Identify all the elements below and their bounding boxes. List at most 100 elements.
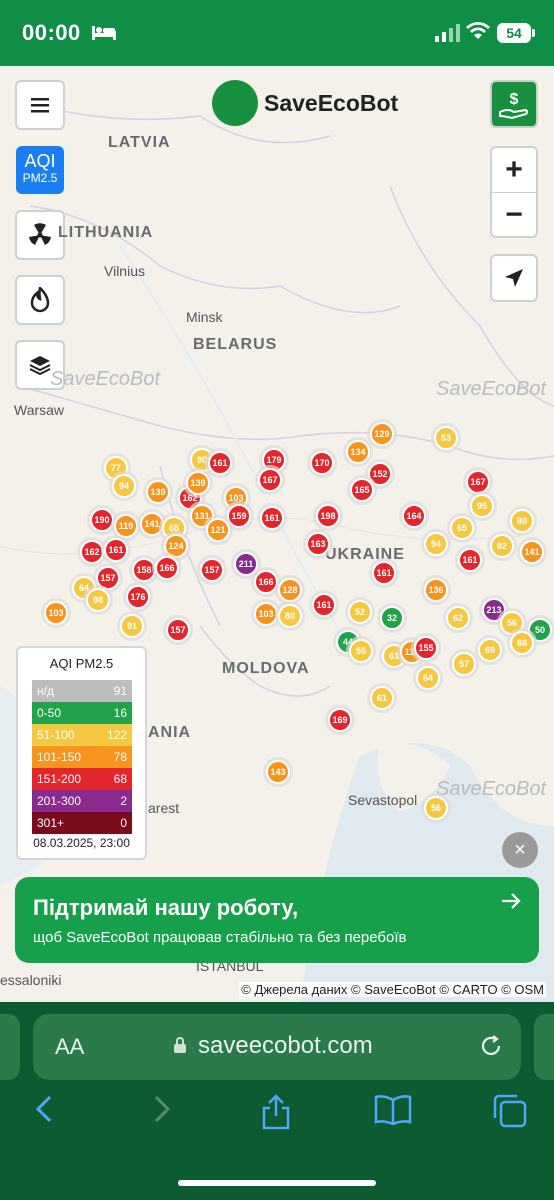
aqi-marker[interactable]: 161: [458, 548, 482, 572]
aqi-marker[interactable]: 164: [402, 504, 426, 528]
aqi-marker[interactable]: 161: [312, 593, 336, 617]
zoom-divider: [492, 192, 536, 193]
aqi-marker[interactable]: 68: [510, 631, 534, 655]
aqi-marker[interactable]: 61: [370, 686, 394, 710]
aqi-marker[interactable]: 32: [380, 606, 404, 630]
aqi-marker[interactable]: 56: [424, 796, 448, 820]
zoom-control: + −: [490, 146, 538, 238]
aqi-marker[interactable]: 155: [414, 636, 438, 660]
aqi-marker[interactable]: 161: [104, 538, 128, 562]
reload-icon[interactable]: [479, 1034, 503, 1058]
next-tab-peek[interactable]: [534, 1014, 554, 1080]
country-label: LITHUANIA: [58, 224, 154, 241]
close-banner-button[interactable]: ×: [502, 832, 538, 868]
zoom-in-button[interactable]: +: [505, 153, 523, 186]
aqi-marker[interactable]: 163: [306, 532, 330, 556]
legend-range: 151-200: [37, 772, 82, 786]
tabs-icon[interactable]: [492, 1094, 528, 1128]
app-logo[interactable]: SaveEcoBot: [212, 80, 398, 126]
url-text[interactable]: saveecobot.com: [198, 1032, 373, 1059]
aqi-marker[interactable]: 91: [120, 614, 144, 638]
reader-options-button[interactable]: AA: [55, 1034, 85, 1059]
legend-count: 78: [113, 750, 127, 764]
aqi-marker[interactable]: 162: [80, 540, 104, 564]
layers-icon: [29, 356, 51, 375]
aqi-marker[interactable]: 80: [278, 604, 302, 628]
aqi-marker[interactable]: 136: [424, 578, 448, 602]
aqi-marker[interactable]: 167: [466, 470, 490, 494]
battery-indicator: 54: [497, 23, 531, 43]
legend-count: 122: [106, 728, 127, 742]
aqi-marker[interactable]: 80: [510, 509, 534, 533]
aqi-marker[interactable]: 121: [206, 518, 230, 542]
aqi-marker[interactable]: 134: [346, 440, 370, 464]
bookmarks-icon[interactable]: [374, 1094, 412, 1126]
fire-layer-button[interactable]: [15, 275, 65, 325]
watermark: SaveEcoBot: [436, 778, 547, 800]
aqi-marker[interactable]: 55: [349, 639, 373, 663]
aqi-marker[interactable]: 152: [368, 462, 392, 486]
aqi-marker[interactable]: 166: [155, 556, 179, 580]
menu-button[interactable]: [15, 80, 65, 130]
aqi-marker[interactable]: 166: [254, 570, 278, 594]
radiation-layer-button[interactable]: [15, 210, 65, 260]
aqi-marker[interactable]: 158: [132, 558, 156, 582]
aqi-marker[interactable]: 157: [166, 618, 190, 642]
aqi-marker[interactable]: 53: [434, 426, 458, 450]
zoom-out-button[interactable]: −: [505, 198, 523, 231]
aqi-marker[interactable]: 213: [482, 598, 506, 622]
aqi-marker[interactable]: 57: [452, 652, 476, 676]
aqi-pm25-toggle[interactable]: AQI PM2.5: [16, 146, 64, 194]
aqi-legend: AQI PM2.5 н/д 91 0-50 16 51-100 122 101-150…: [16, 646, 147, 860]
aqi-marker[interactable]: 143: [266, 760, 290, 784]
aqi-marker[interactable]: 170: [310, 451, 334, 475]
aqi-marker[interactable]: 211: [234, 552, 258, 576]
layers-button[interactable]: [15, 340, 65, 390]
share-icon[interactable]: [260, 1094, 292, 1130]
aqi-marker[interactable]: 161: [260, 506, 284, 530]
forward-icon[interactable]: [150, 1094, 174, 1124]
aqi-marker[interactable]: 141: [520, 540, 544, 564]
aqi-marker[interactable]: 167: [258, 468, 282, 492]
donate-button[interactable]: $: [490, 80, 538, 128]
aqi-marker[interactable]: 69: [478, 638, 502, 662]
aqi-marker[interactable]: 190: [90, 508, 114, 532]
aqi-marker[interactable]: 82: [490, 534, 514, 558]
back-icon[interactable]: [32, 1094, 56, 1124]
aqi-marker[interactable]: 119: [114, 514, 138, 538]
aqi-marker[interactable]: 95: [470, 494, 494, 518]
aqi-marker[interactable]: 161: [208, 451, 232, 475]
previous-tab-peek[interactable]: [0, 1014, 20, 1080]
aqi-marker[interactable]: 128: [278, 578, 302, 602]
aqi-marker[interactable]: 98: [86, 588, 110, 612]
aqi-marker[interactable]: 124: [164, 534, 188, 558]
aqi-marker[interactable]: 129: [370, 422, 394, 446]
address-bar[interactable]: AA saveecobot.com: [33, 1014, 521, 1080]
legend-count: 2: [120, 794, 127, 808]
aqi-marker[interactable]: 157: [96, 566, 120, 590]
aqi-marker[interactable]: 50: [528, 618, 552, 642]
aqi-marker[interactable]: 139: [146, 480, 170, 504]
aqi-marker[interactable]: 103: [44, 601, 68, 625]
aqi-marker[interactable]: 52: [348, 600, 372, 624]
aqi-marker[interactable]: 165: [350, 478, 374, 502]
aqi-marker[interactable]: 159: [227, 504, 251, 528]
aqi-marker[interactable]: 157: [200, 558, 224, 582]
aqi-marker[interactable]: 64: [416, 666, 440, 690]
map-area[interactable]: SaveEcoBot AQI PM2.5 $ + − LATVIA LITHUA…: [0, 66, 554, 1002]
map-attribution[interactable]: © Джерела даних © SaveEcoBot © CARTO © O…: [239, 982, 546, 997]
locate-me-button[interactable]: [490, 254, 538, 302]
aqi-marker[interactable]: 139: [186, 471, 210, 495]
aqi-marker[interactable]: 94: [112, 474, 136, 498]
aqi-marker[interactable]: 198: [316, 504, 340, 528]
aqi-marker[interactable]: 161: [372, 561, 396, 585]
aqi-marker[interactable]: 176: [126, 585, 150, 609]
aqi-marker[interactable]: 62: [446, 606, 470, 630]
aqi-marker[interactable]: 169: [328, 708, 352, 732]
aqi-marker[interactable]: 94: [424, 532, 448, 556]
status-time: 00:00: [22, 20, 81, 45]
aqi-marker[interactable]: 65: [450, 516, 474, 540]
support-banner[interactable]: Підтримай нашу роботу, щоб SaveEcoBot пр…: [15, 877, 539, 963]
aqi-marker[interactable]: 141: [140, 512, 164, 536]
aqi-marker[interactable]: 103: [254, 602, 278, 626]
